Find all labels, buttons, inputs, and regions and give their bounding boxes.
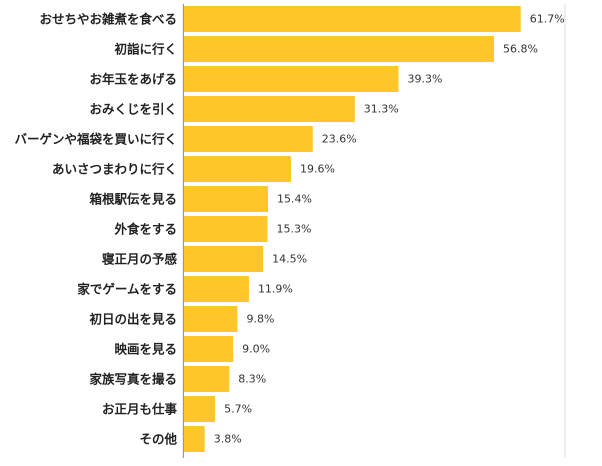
category-label-4: おみくじを引く [89, 102, 177, 117]
category-label-8: 外食をする [113, 222, 177, 237]
category-label-9: 寝正月の予感 [102, 252, 178, 267]
category-label-13: 家族写真を撮る [89, 372, 177, 387]
bar-1 [184, 6, 521, 32]
bar-6 [184, 156, 291, 182]
category-label-14: お正月も仕事 [102, 402, 178, 417]
bar-5 [184, 126, 313, 152]
bar-15 [184, 426, 205, 452]
bar-8 [184, 216, 268, 242]
value-label-15: 3.8% [214, 433, 242, 446]
bar-11 [184, 306, 238, 332]
bar-13 [184, 366, 230, 392]
value-label-2: 56.8% [503, 43, 538, 56]
category-label-7: 箱根駅伝を見る [89, 192, 177, 207]
category-label-3: お年玉をあげる [89, 72, 177, 87]
value-label-11: 9.8% [246, 313, 274, 326]
category-label-11: 初日の出を見る [89, 312, 177, 327]
bar-12 [184, 336, 234, 362]
value-label-10: 11.9% [258, 283, 293, 296]
bar-4 [184, 96, 355, 122]
value-label-9: 14.5% [272, 253, 307, 266]
value-label-8: 15.3% [276, 223, 311, 236]
value-label-3: 39.3% [407, 73, 442, 86]
bars-group [184, 6, 521, 452]
value-label-13: 8.3% [238, 373, 266, 386]
value-label-4: 31.3% [364, 103, 399, 116]
bar-10 [184, 276, 249, 302]
bar-14 [184, 396, 216, 422]
value-label-7: 15.4% [277, 193, 312, 206]
bar-9 [184, 246, 264, 272]
value-label-6: 19.6% [300, 163, 335, 176]
value-label-14: 5.7% [224, 403, 252, 416]
category-label-6: あいさつまわりに行く [52, 162, 177, 177]
category-label-5: バーゲンや福袋を買いに行く [14, 132, 177, 147]
category-label-10: 家でゲームをする [77, 282, 177, 297]
bar-7 [184, 186, 269, 212]
category-labels-group: おせちやお雑煮を食べる初詣に行くお年玉をあげるおみくじを引くバーゲンや福袋を買い… [14, 12, 177, 447]
value-label-5: 23.6% [322, 133, 357, 146]
category-label-12: 映画を見る [114, 342, 177, 357]
category-label-1: おせちやお雑煮を食べる [39, 12, 177, 27]
bar-3 [184, 66, 399, 92]
value-label-1: 61.7% [530, 13, 565, 26]
category-label-2: 初詣に行く [114, 42, 177, 57]
value-label-12: 9.0% [242, 343, 270, 356]
category-label-15: その他 [139, 432, 177, 447]
value-labels-group: 61.7% 56.8% 39.3% 31.3% 23.6% 19.6% 15.4% 15.3%… [214, 13, 565, 446]
bar-2 [184, 36, 494, 62]
